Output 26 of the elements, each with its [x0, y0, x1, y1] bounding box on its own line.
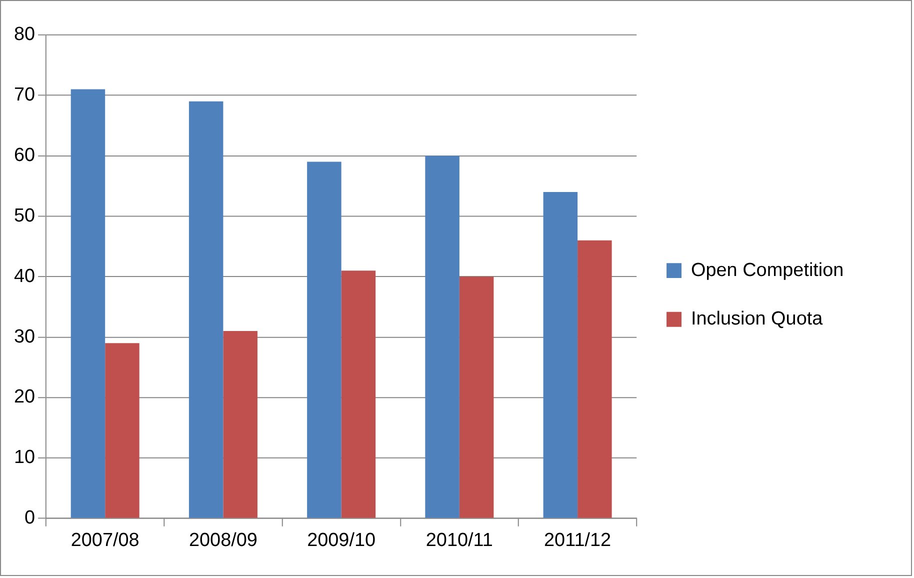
y-tick-label: 20: [14, 386, 36, 408]
x-tick-label: 2011/12: [544, 530, 612, 551]
bar: [105, 343, 140, 518]
x-tick-label: 2010/11: [426, 530, 493, 551]
legend-label: Inclusion Quota: [690, 308, 824, 330]
bar: [223, 331, 258, 518]
bar: [578, 240, 612, 518]
bar: [188, 101, 224, 518]
y-tick-label: 50: [14, 205, 36, 226]
bar: [70, 89, 106, 518]
x-tick-label: 2009/10: [307, 530, 376, 551]
y-tick-label: 80: [14, 24, 36, 46]
y-tick-label: 0: [24, 508, 36, 529]
bar: [307, 162, 342, 518]
bar: [543, 192, 578, 518]
y-tick-label: 40: [14, 266, 36, 287]
bar: [459, 276, 494, 518]
bar: [341, 270, 376, 518]
y-tick-label: 10: [14, 447, 36, 468]
y-tick-label: 60: [14, 144, 36, 166]
legend-label: Open Competition: [690, 260, 844, 281]
x-tick-label: 2008/09: [188, 530, 258, 551]
y-tick-label: 30: [14, 326, 36, 348]
bar: [425, 156, 460, 518]
x-tick-label: 2007/08: [70, 530, 140, 551]
y-tick-label: 70: [14, 84, 36, 106]
